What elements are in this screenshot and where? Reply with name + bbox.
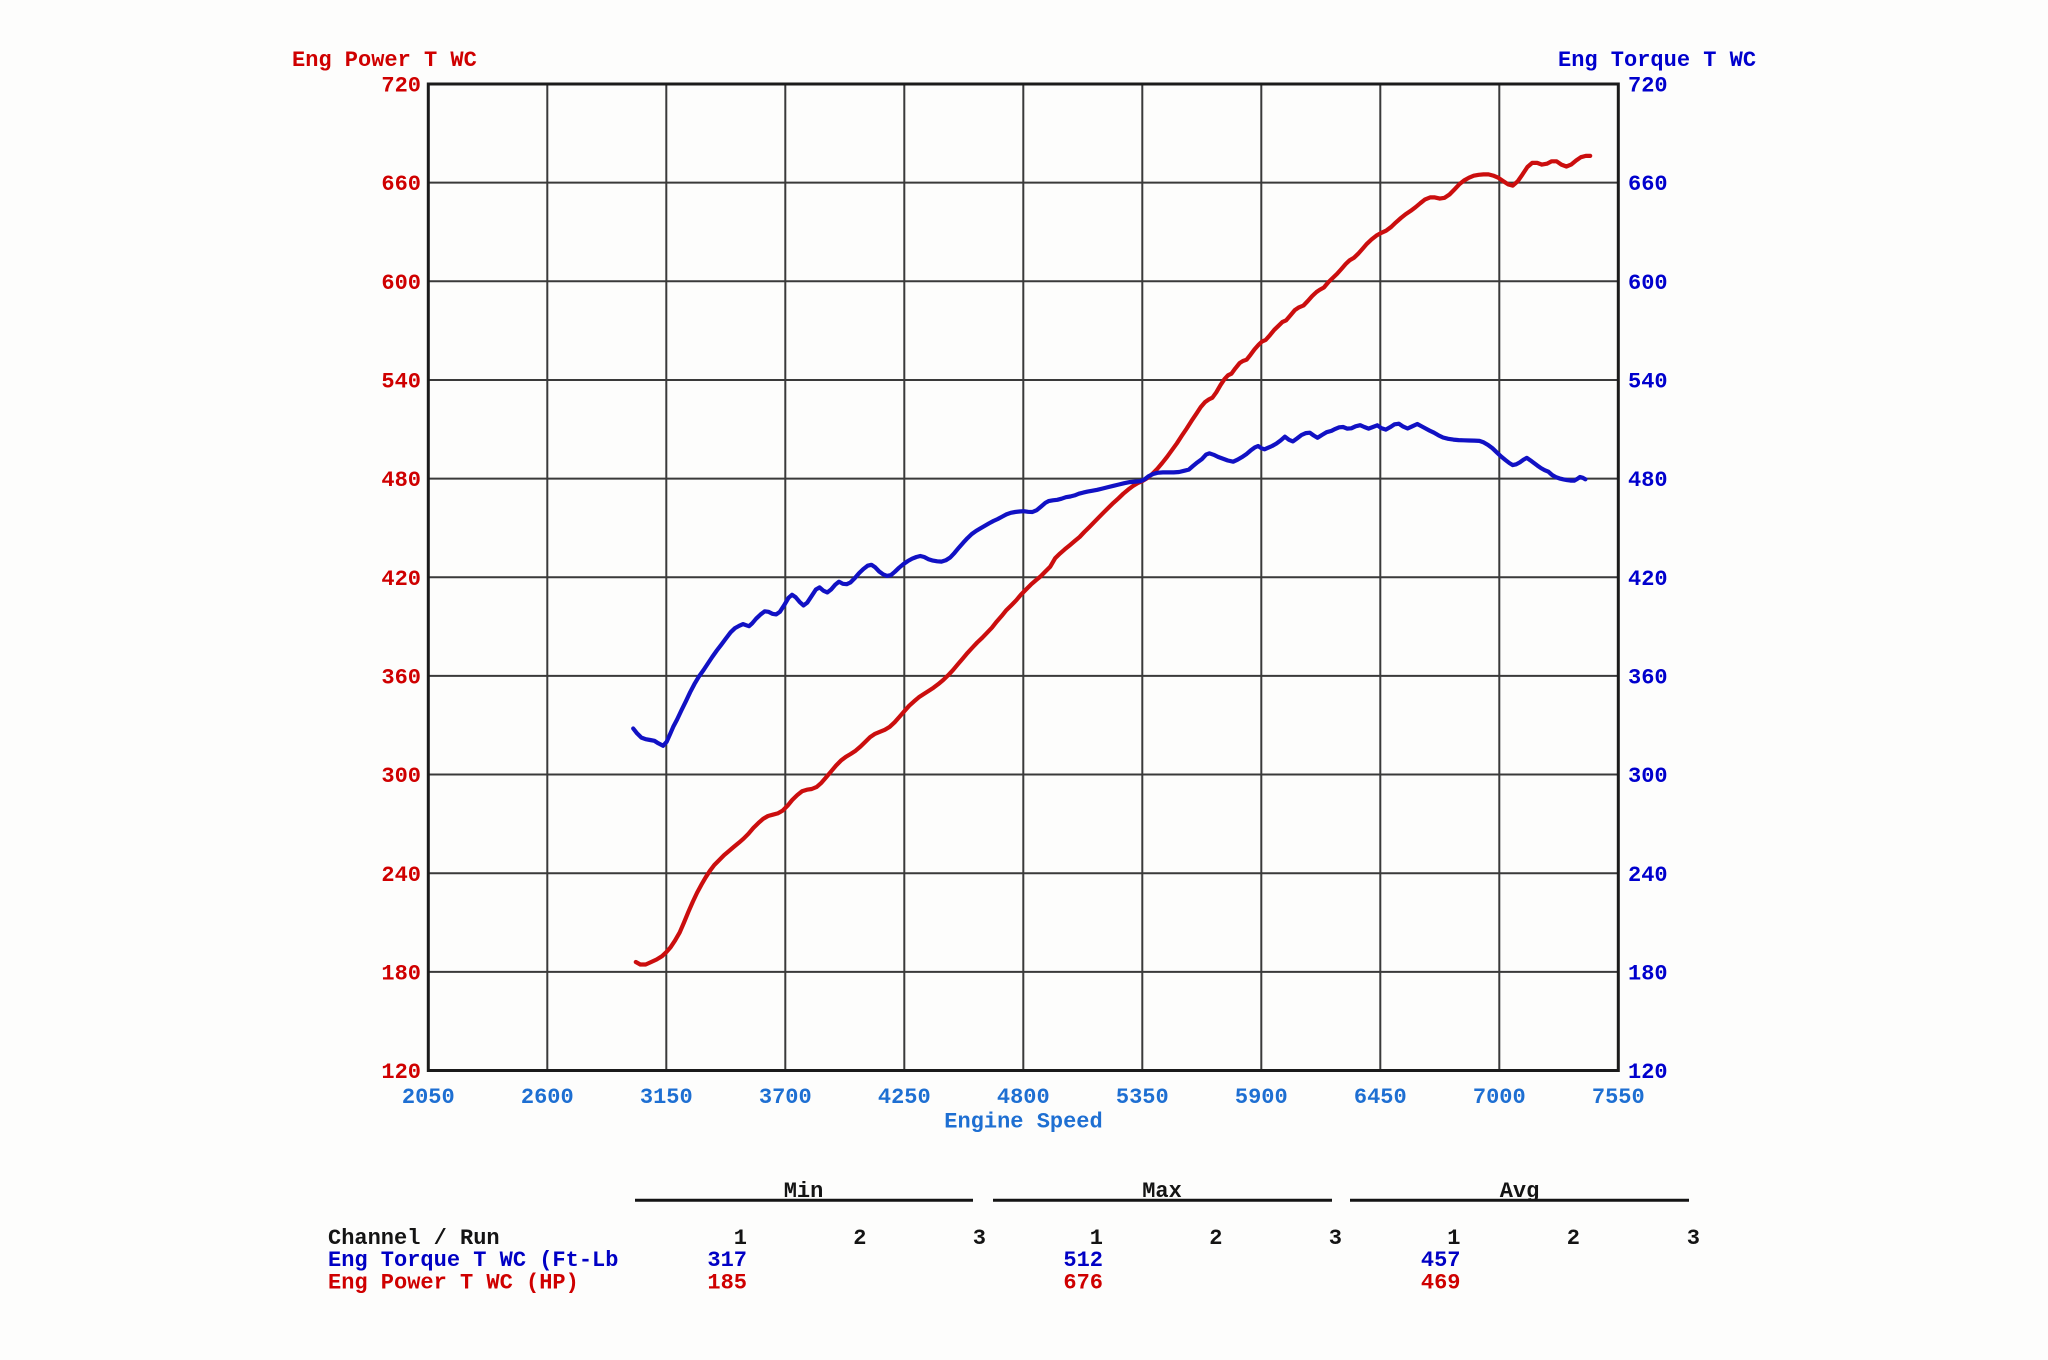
svg-text:2: 2	[1567, 1226, 1580, 1251]
svg-text:Channel / Run: Channel / Run	[328, 1226, 500, 1251]
svg-text:3: 3	[1687, 1226, 1700, 1251]
svg-text:5350: 5350	[1116, 1085, 1169, 1110]
svg-text:180: 180	[381, 962, 421, 987]
svg-text:660: 660	[1628, 172, 1668, 197]
svg-text:Engine Speed: Engine Speed	[944, 1110, 1102, 1135]
svg-text:7550: 7550	[1592, 1085, 1645, 1110]
svg-text:Eng Power T WC: Eng Power T WC	[292, 48, 477, 73]
svg-text:2: 2	[853, 1226, 866, 1251]
svg-text:457: 457	[1421, 1248, 1461, 1273]
svg-text:300: 300	[381, 764, 421, 789]
svg-text:512: 512	[1063, 1248, 1103, 1273]
svg-text:4800: 4800	[997, 1085, 1050, 1110]
svg-text:Eng Torque T WC: Eng Torque T WC	[1558, 48, 1756, 73]
svg-text:720: 720	[1628, 74, 1668, 99]
svg-text:480: 480	[1628, 468, 1668, 493]
svg-text:420: 420	[381, 567, 421, 592]
svg-text:317: 317	[707, 1248, 747, 1273]
svg-text:360: 360	[1628, 666, 1668, 691]
svg-text:540: 540	[1628, 370, 1668, 395]
svg-text:420: 420	[1628, 567, 1668, 592]
svg-text:540: 540	[381, 370, 421, 395]
svg-text:720: 720	[381, 74, 421, 99]
svg-text:6450: 6450	[1354, 1085, 1407, 1110]
svg-text:480: 480	[381, 468, 421, 493]
svg-text:4250: 4250	[878, 1085, 931, 1110]
svg-text:1: 1	[734, 1226, 747, 1251]
svg-text:120: 120	[381, 1060, 421, 1085]
svg-text:676: 676	[1063, 1271, 1103, 1296]
svg-text:120: 120	[1628, 1060, 1668, 1085]
svg-text:240: 240	[1628, 863, 1668, 888]
svg-text:469: 469	[1421, 1271, 1461, 1296]
svg-text:600: 600	[381, 271, 421, 296]
svg-text:300: 300	[1628, 764, 1668, 789]
svg-text:3: 3	[973, 1226, 986, 1251]
svg-text:240: 240	[381, 863, 421, 888]
svg-text:660: 660	[381, 172, 421, 197]
svg-text:3: 3	[1329, 1226, 1342, 1251]
svg-text:Min: Min	[784, 1179, 824, 1204]
svg-text:3150: 3150	[640, 1085, 693, 1110]
svg-text:5900: 5900	[1235, 1085, 1288, 1110]
svg-text:1: 1	[1447, 1226, 1460, 1251]
svg-text:Avg: Avg	[1500, 1179, 1540, 1204]
svg-text:Eng Power T WC (HP): Eng Power T WC (HP)	[328, 1271, 579, 1296]
svg-text:7000: 7000	[1473, 1085, 1526, 1110]
svg-text:185: 185	[707, 1271, 747, 1296]
svg-text:2600: 2600	[521, 1085, 574, 1110]
svg-text:2050: 2050	[402, 1085, 455, 1110]
svg-text:600: 600	[1628, 271, 1668, 296]
svg-text:Eng Torque T WC (Ft-Lb: Eng Torque T WC (Ft-Lb	[328, 1248, 618, 1273]
svg-text:180: 180	[1628, 962, 1668, 987]
svg-text:Max: Max	[1142, 1179, 1182, 1204]
svg-text:2: 2	[1209, 1226, 1222, 1251]
svg-text:1: 1	[1090, 1226, 1103, 1251]
svg-text:360: 360	[381, 666, 421, 691]
svg-text:3700: 3700	[759, 1085, 812, 1110]
